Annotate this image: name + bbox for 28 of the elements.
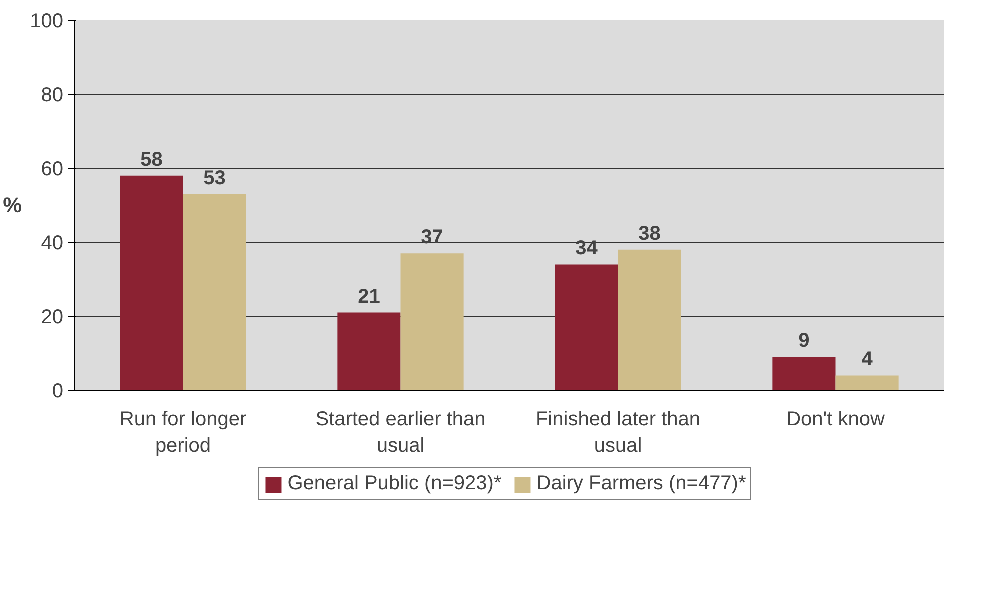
x-tick-label: Started earlier than usual bbox=[316, 408, 486, 457]
data-label: 38 bbox=[638, 222, 661, 245]
data-label: 21 bbox=[358, 286, 380, 308]
data-label: 53 bbox=[204, 167, 226, 190]
y-axis-title: % bbox=[3, 194, 22, 218]
legend-label: General Public (n=923)* bbox=[288, 472, 502, 496]
bar bbox=[836, 376, 899, 390]
y-tick-label: 60 bbox=[41, 158, 64, 180]
y-tick-label: 100 bbox=[30, 10, 64, 32]
y-tick-label: 80 bbox=[41, 84, 64, 106]
bar bbox=[555, 264, 618, 390]
x-tick-label: Run for longer period bbox=[120, 408, 247, 457]
data-label: 4 bbox=[862, 348, 874, 371]
bar bbox=[772, 357, 836, 390]
data-label: 34 bbox=[576, 238, 599, 260]
x-tick-label: Don't know bbox=[786, 408, 886, 430]
bar bbox=[400, 254, 464, 390]
data-label: 9 bbox=[798, 330, 810, 352]
bar bbox=[120, 176, 184, 390]
data-label: 58 bbox=[140, 148, 163, 171]
bar bbox=[338, 312, 401, 390]
y-tick-label: 0 bbox=[52, 380, 64, 402]
bar bbox=[618, 250, 682, 390]
y-tick-label: 40 bbox=[41, 232, 64, 254]
x-tick-label: Finished later than usual bbox=[536, 408, 701, 457]
y-tick-label: 20 bbox=[41, 306, 64, 328]
legend-label: Dairy Farmers (n=477)* bbox=[536, 472, 746, 496]
bar bbox=[183, 194, 246, 390]
